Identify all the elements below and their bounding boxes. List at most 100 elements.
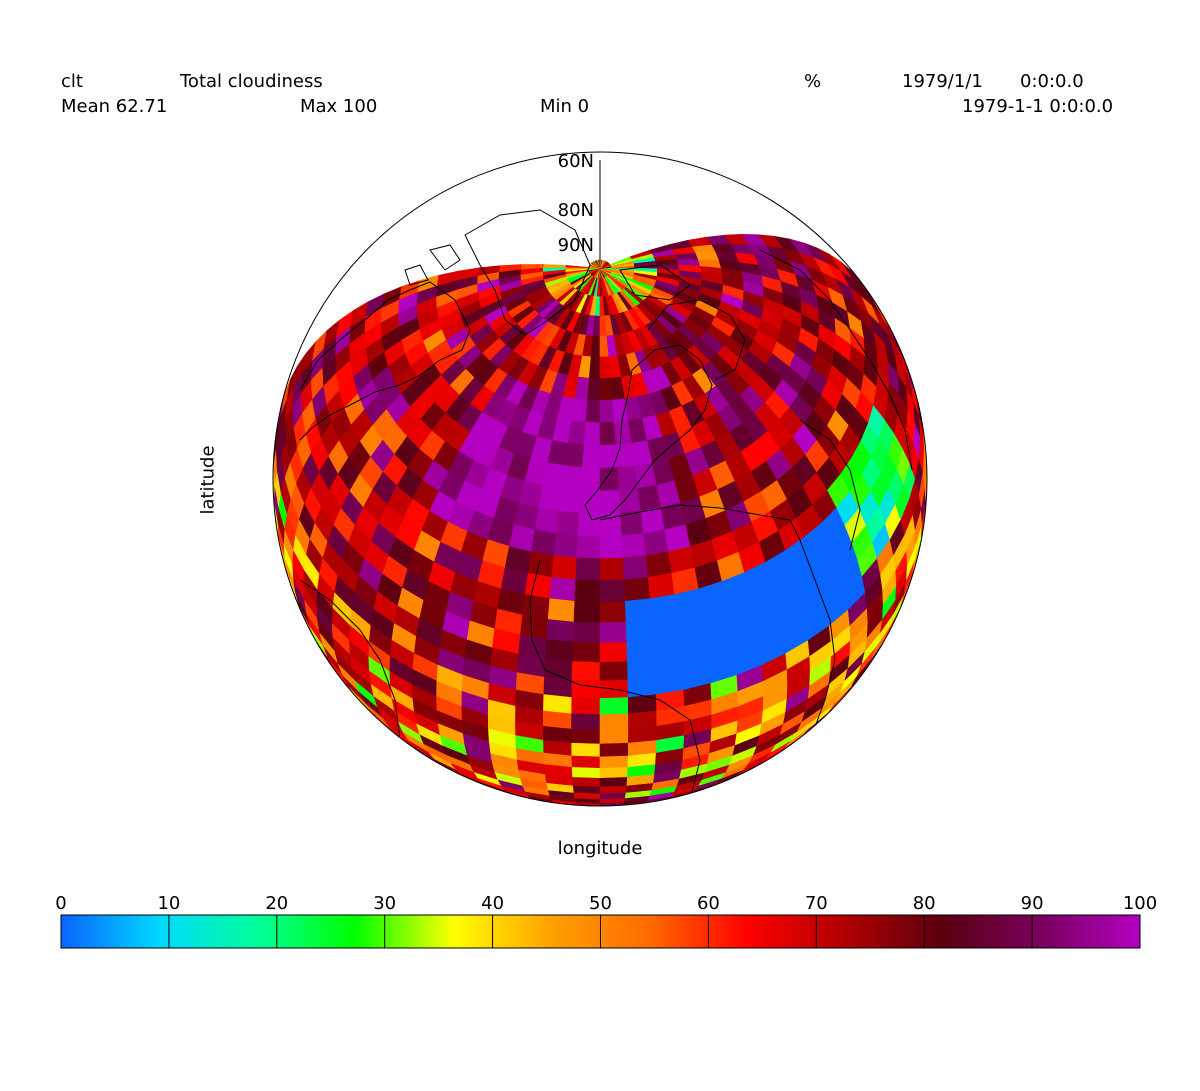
cloud-cell <box>571 766 601 779</box>
cloud-cell <box>571 679 601 699</box>
cloud-cell <box>534 506 560 534</box>
x-axis-label: longitude <box>557 838 643 859</box>
min-label: Min 0 <box>540 96 590 117</box>
colorbar-tick-label: 20 <box>265 893 289 914</box>
colorbar-tick-label: 60 <box>696 893 720 914</box>
cloud-cell <box>574 578 601 602</box>
cloud-cell <box>571 660 601 681</box>
variable-name: clt <box>61 71 83 92</box>
cloud-cell <box>572 785 601 794</box>
cloud-cell <box>599 600 627 623</box>
cloud-cell <box>599 421 617 446</box>
cloud-cell <box>564 442 585 468</box>
cloud-cell <box>522 593 551 620</box>
mean-label: Mean 62.71 <box>61 96 168 117</box>
date-secondary: 1979-1-1 0:0:0.0 <box>962 96 1114 117</box>
cloud-cell <box>583 421 601 446</box>
time-primary: 0:0:0.0 <box>1020 71 1084 92</box>
cloud-cell <box>599 641 628 663</box>
cloud-cell <box>524 572 553 599</box>
cloud-cell <box>558 487 582 513</box>
coastline-europe <box>584 344 713 521</box>
cloud-cell <box>590 335 601 357</box>
cloud-cell <box>694 251 719 261</box>
coastlines-layer <box>299 209 913 801</box>
coastline-south-america <box>299 579 401 741</box>
coastline-arctic-islands <box>404 244 691 301</box>
cloud-cell <box>553 532 579 558</box>
coastline-mediterranean <box>599 504 801 541</box>
cloud-cell <box>579 489 601 514</box>
cloud-cell <box>599 766 629 779</box>
colorbar-tick-label: 90 <box>1020 893 1044 914</box>
cloud-cell <box>527 550 555 578</box>
colorbar-tick-label: 30 <box>373 893 397 914</box>
cloud-cell <box>572 776 601 787</box>
y-axis-label: latitude <box>197 445 219 515</box>
cloud-cell <box>545 638 574 662</box>
units-label: % <box>804 71 822 92</box>
cloud-cell <box>572 641 601 663</box>
cloud-cell <box>587 377 601 401</box>
cloud-cell <box>599 489 621 514</box>
cloud-cell <box>599 443 618 468</box>
cloud-cell <box>621 532 647 558</box>
cloud-cell <box>599 660 629 681</box>
cloud-cell <box>627 657 656 680</box>
date-primary: 1979/1/1 <box>902 71 983 92</box>
cloud-cell <box>575 556 601 581</box>
cloud-cell <box>599 399 615 423</box>
cloud-cell <box>643 528 669 556</box>
cloud-cell <box>571 712 601 730</box>
cloud-cell <box>599 755 629 769</box>
cloud-cell <box>572 621 601 643</box>
colorbar-tick-label: 50 <box>589 893 612 914</box>
cloud-cell <box>618 487 642 513</box>
cloud-cell <box>624 597 653 622</box>
colorbar-tick-label: 40 <box>481 893 505 914</box>
cloud-cell <box>599 785 628 794</box>
cloud-cell <box>580 466 601 491</box>
cloud-cell <box>599 776 628 787</box>
cloud-cell <box>571 696 601 715</box>
cloud-cell <box>627 693 657 714</box>
cloud-cell <box>571 728 601 744</box>
cloud-cell <box>573 600 601 623</box>
cloud-cell <box>599 728 629 744</box>
cloud-cell <box>625 618 654 642</box>
cloud-cell <box>599 556 625 581</box>
cloud-cell <box>599 466 620 491</box>
cloud-cell <box>599 621 628 643</box>
cloud-cell <box>627 676 657 698</box>
cloud-cell <box>645 550 673 578</box>
cloud-cell <box>599 696 629 715</box>
cloud-cell <box>589 264 611 274</box>
max-label: Max 100 <box>300 96 378 117</box>
cloud-cell <box>623 576 651 602</box>
colorbar-tick-label: 80 <box>912 893 936 914</box>
colorbar-tick-label: 100 <box>1122 893 1158 914</box>
coastline-africa <box>529 539 836 801</box>
lat-label-60n: 60N <box>558 151 594 172</box>
variable-long-name: Total cloudiness <box>180 71 323 92</box>
cloud-cell <box>567 419 587 445</box>
cloud-cell <box>547 597 576 622</box>
cloud-cell <box>599 742 629 757</box>
colorbar-tick-label: 0 <box>55 893 67 914</box>
colorbar-tick-label: 70 <box>804 893 828 914</box>
cloud-cell <box>571 742 601 757</box>
cloud-cell <box>538 484 563 511</box>
cloud-cell <box>599 377 613 401</box>
coastline-scandinavia <box>647 299 746 381</box>
cloud-cell <box>549 576 577 602</box>
lat-label-80n: 80N <box>558 200 594 221</box>
cloud-cell <box>676 258 700 267</box>
cloud-cells-layer <box>273 233 927 806</box>
cloud-cell <box>561 464 583 491</box>
coastline-greenland <box>464 209 591 336</box>
cloud-cell <box>599 712 629 730</box>
coastline-north-america <box>299 281 471 441</box>
cloud-cell <box>599 578 626 602</box>
cloud-cell <box>546 618 575 642</box>
